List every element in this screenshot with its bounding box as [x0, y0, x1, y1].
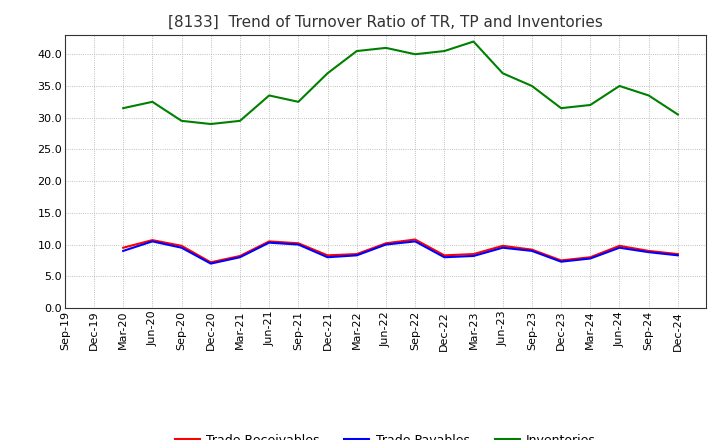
Trade Payables — [148, 239, 157, 244]
Trade Receivables — [382, 241, 390, 246]
Trade Payables — [411, 239, 420, 244]
Inventories — [177, 118, 186, 124]
Inventories — [207, 121, 215, 127]
Trade Receivables — [528, 247, 536, 252]
Trade Receivables — [615, 243, 624, 249]
Title: [8133]  Trend of Turnover Ratio of TR, TP and Inventories: [8133] Trend of Turnover Ratio of TR, TP… — [168, 15, 603, 30]
Trade Payables — [586, 256, 595, 261]
Trade Receivables — [411, 237, 420, 242]
Inventories — [440, 48, 449, 54]
Trade Payables — [644, 249, 653, 255]
Trade Receivables — [644, 248, 653, 253]
Trade Payables — [265, 240, 274, 245]
Inventories — [352, 48, 361, 54]
Trade Receivables — [177, 243, 186, 249]
Inventories — [411, 51, 420, 57]
Inventories — [644, 93, 653, 98]
Trade Payables — [615, 245, 624, 250]
Trade Payables — [323, 255, 332, 260]
Trade Payables — [294, 242, 302, 247]
Inventories — [148, 99, 157, 104]
Trade Receivables — [469, 251, 478, 257]
Trade Payables — [382, 242, 390, 247]
Trade Payables — [352, 253, 361, 258]
Inventories — [586, 103, 595, 108]
Inventories — [294, 99, 302, 104]
Trade Payables — [207, 261, 215, 266]
Inventories — [119, 106, 127, 111]
Line: Inventories: Inventories — [123, 41, 678, 124]
Trade Payables — [673, 253, 682, 258]
Trade Payables — [557, 259, 565, 264]
Inventories — [323, 71, 332, 76]
Inventories — [528, 83, 536, 88]
Inventories — [557, 106, 565, 111]
Trade Receivables — [207, 260, 215, 265]
Trade Payables — [469, 253, 478, 259]
Trade Receivables — [294, 241, 302, 246]
Inventories — [382, 45, 390, 51]
Trade Receivables — [440, 253, 449, 258]
Inventories — [673, 112, 682, 117]
Trade Receivables — [235, 253, 244, 259]
Trade Receivables — [352, 251, 361, 257]
Trade Payables — [498, 245, 507, 250]
Trade Payables — [177, 245, 186, 250]
Trade Receivables — [119, 245, 127, 250]
Trade Receivables — [498, 243, 507, 249]
Line: Trade Receivables: Trade Receivables — [123, 239, 678, 262]
Line: Trade Payables: Trade Payables — [123, 242, 678, 264]
Inventories — [498, 71, 507, 76]
Inventories — [265, 93, 274, 98]
Trade Receivables — [586, 255, 595, 260]
Legend: Trade Receivables, Trade Payables, Inventories: Trade Receivables, Trade Payables, Inven… — [170, 429, 600, 440]
Trade Receivables — [673, 251, 682, 257]
Trade Receivables — [557, 258, 565, 263]
Inventories — [615, 83, 624, 88]
Trade Payables — [235, 255, 244, 260]
Trade Receivables — [148, 238, 157, 243]
Trade Payables — [119, 248, 127, 253]
Inventories — [469, 39, 478, 44]
Trade Payables — [440, 255, 449, 260]
Trade Payables — [528, 248, 536, 253]
Trade Receivables — [323, 253, 332, 258]
Trade Receivables — [265, 239, 274, 244]
Inventories — [235, 118, 244, 124]
